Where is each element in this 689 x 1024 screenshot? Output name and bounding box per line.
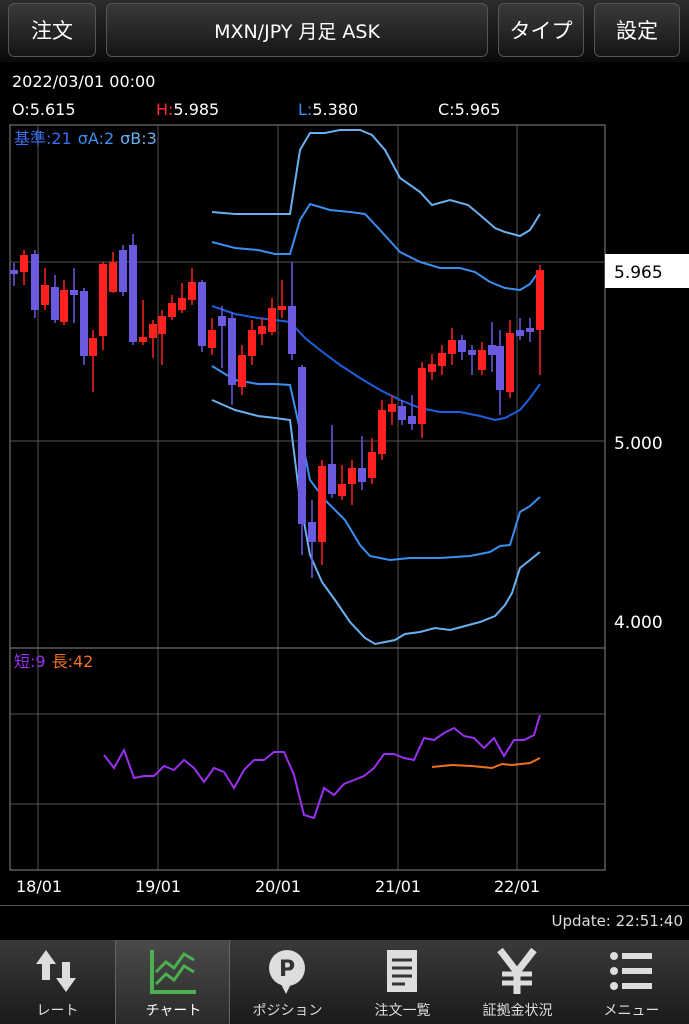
nav-chart[interactable]: チャート	[115, 940, 230, 1024]
open-label: O:	[12, 100, 30, 119]
low-number: 5.380	[312, 100, 359, 119]
bollinger-label: 基準:21 σA:2 σB:3	[14, 129, 157, 148]
x-label-1: 18/01	[16, 877, 62, 896]
settings-button[interactable]: 設定	[594, 3, 680, 57]
bollinger-bands	[211, 129, 541, 646]
low-value: L:5.380	[298, 100, 358, 119]
nav-order-list[interactable]: 注文一覧	[345, 940, 460, 1024]
short-label: 短:9	[14, 652, 46, 671]
low-label: L:	[298, 100, 313, 119]
nav-chart-label: チャート	[145, 1003, 202, 1019]
nav-position[interactable]: P ポジション	[230, 940, 345, 1024]
current-price-box	[605, 254, 689, 288]
nav-menu-label: メニュー	[603, 1003, 660, 1019]
grid	[10, 125, 605, 870]
price-label-low: 4.000	[614, 613, 663, 633]
margin-yen-icon	[497, 947, 537, 994]
nav-rate[interactable]: レート	[0, 940, 115, 1024]
high-value: H:5.985	[156, 100, 219, 119]
order-button[interactable]: 注文	[8, 3, 96, 57]
bollinger-sigma-a: σA:2	[78, 129, 114, 148]
long-line	[431, 757, 541, 770]
chart-title-button[interactable]: MXN/JPY 月足 ASK	[106, 3, 488, 57]
menu-icon	[610, 952, 652, 990]
nav-position-label: ポジション	[252, 1003, 323, 1019]
price-label-mid: 5.000	[614, 434, 663, 454]
price-chart[interactable]: 5.965 5.000 4.000	[0, 0, 689, 905]
chart-icon	[150, 950, 196, 994]
macd-label: 短:9 長:42	[14, 652, 93, 671]
price-panel-frame	[9, 124, 606, 649]
open-value: O:5.615	[12, 100, 76, 119]
x-label-3: 20/01	[255, 877, 301, 896]
open-number: 5.615	[29, 100, 76, 119]
candlesticks	[10, 234, 544, 578]
x-label-2: 19/01	[135, 877, 181, 896]
bollinger-sigma-b: σB:3	[120, 129, 157, 148]
price-label-current: 5.965	[614, 263, 663, 283]
bollinger-base: 基準:21	[14, 129, 72, 148]
nav-rate-label: レート	[36, 1003, 79, 1019]
close-number: 5.965	[454, 100, 501, 119]
nav-margin-label: 証拠金状況	[482, 1003, 553, 1019]
footer-divider	[0, 905, 689, 906]
rate-arrows-icon	[36, 950, 76, 992]
close-value: C:5.965	[438, 100, 500, 119]
svg-text:P: P	[279, 957, 295, 982]
update-time: Update: 22:51:40	[551, 912, 683, 930]
close-label: C:	[438, 100, 455, 119]
short-line	[103, 714, 541, 820]
long-label: 長:42	[52, 652, 94, 671]
oscillator-panel-frame	[9, 647, 606, 871]
type-button[interactable]: タイプ	[498, 3, 584, 57]
high-label: H:	[156, 100, 174, 119]
x-label-5: 22/01	[494, 877, 540, 896]
nav-order-list-label: 注文一覧	[374, 1003, 431, 1019]
high-number: 5.985	[173, 100, 220, 119]
nav-menu[interactable]: メニュー	[574, 940, 689, 1024]
bottom-nav: レート チャート P ポジション 注文一覧	[0, 940, 689, 1024]
order-list-icon	[387, 950, 417, 992]
nav-margin[interactable]: 証拠金状況	[460, 940, 575, 1024]
quote-datetime: 2022/03/01 00:00	[12, 72, 156, 91]
position-icon: P	[269, 950, 305, 994]
x-label-4: 21/01	[375, 877, 421, 896]
